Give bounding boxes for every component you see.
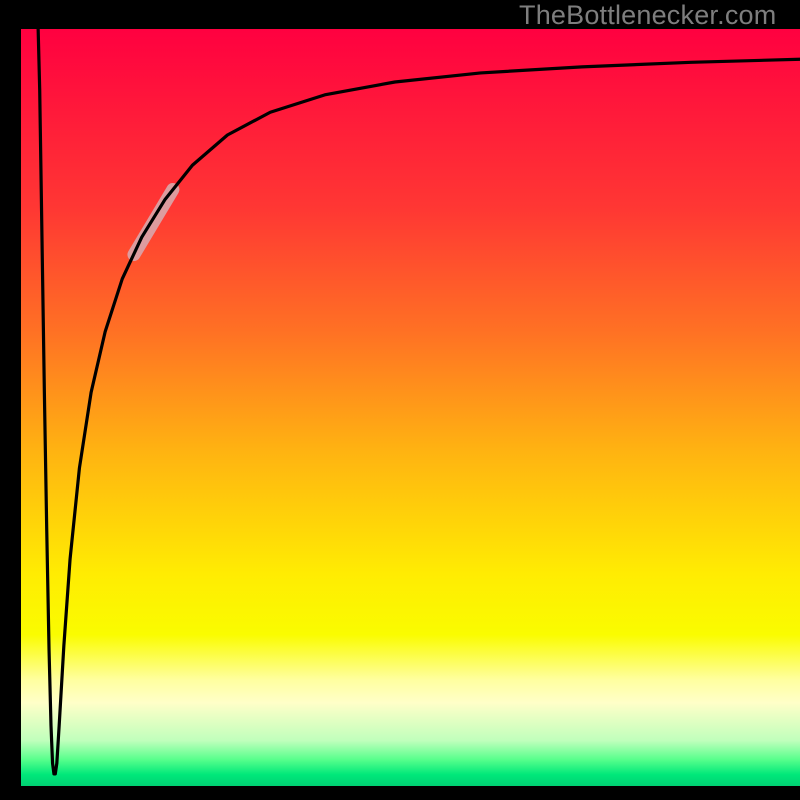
watermark-text: TheBottlenecker.com (519, 0, 776, 31)
chart-svg (0, 0, 800, 800)
plot-background (21, 29, 800, 786)
chart-stage: { "image": { "width": 800, "height": 800… (0, 0, 800, 800)
